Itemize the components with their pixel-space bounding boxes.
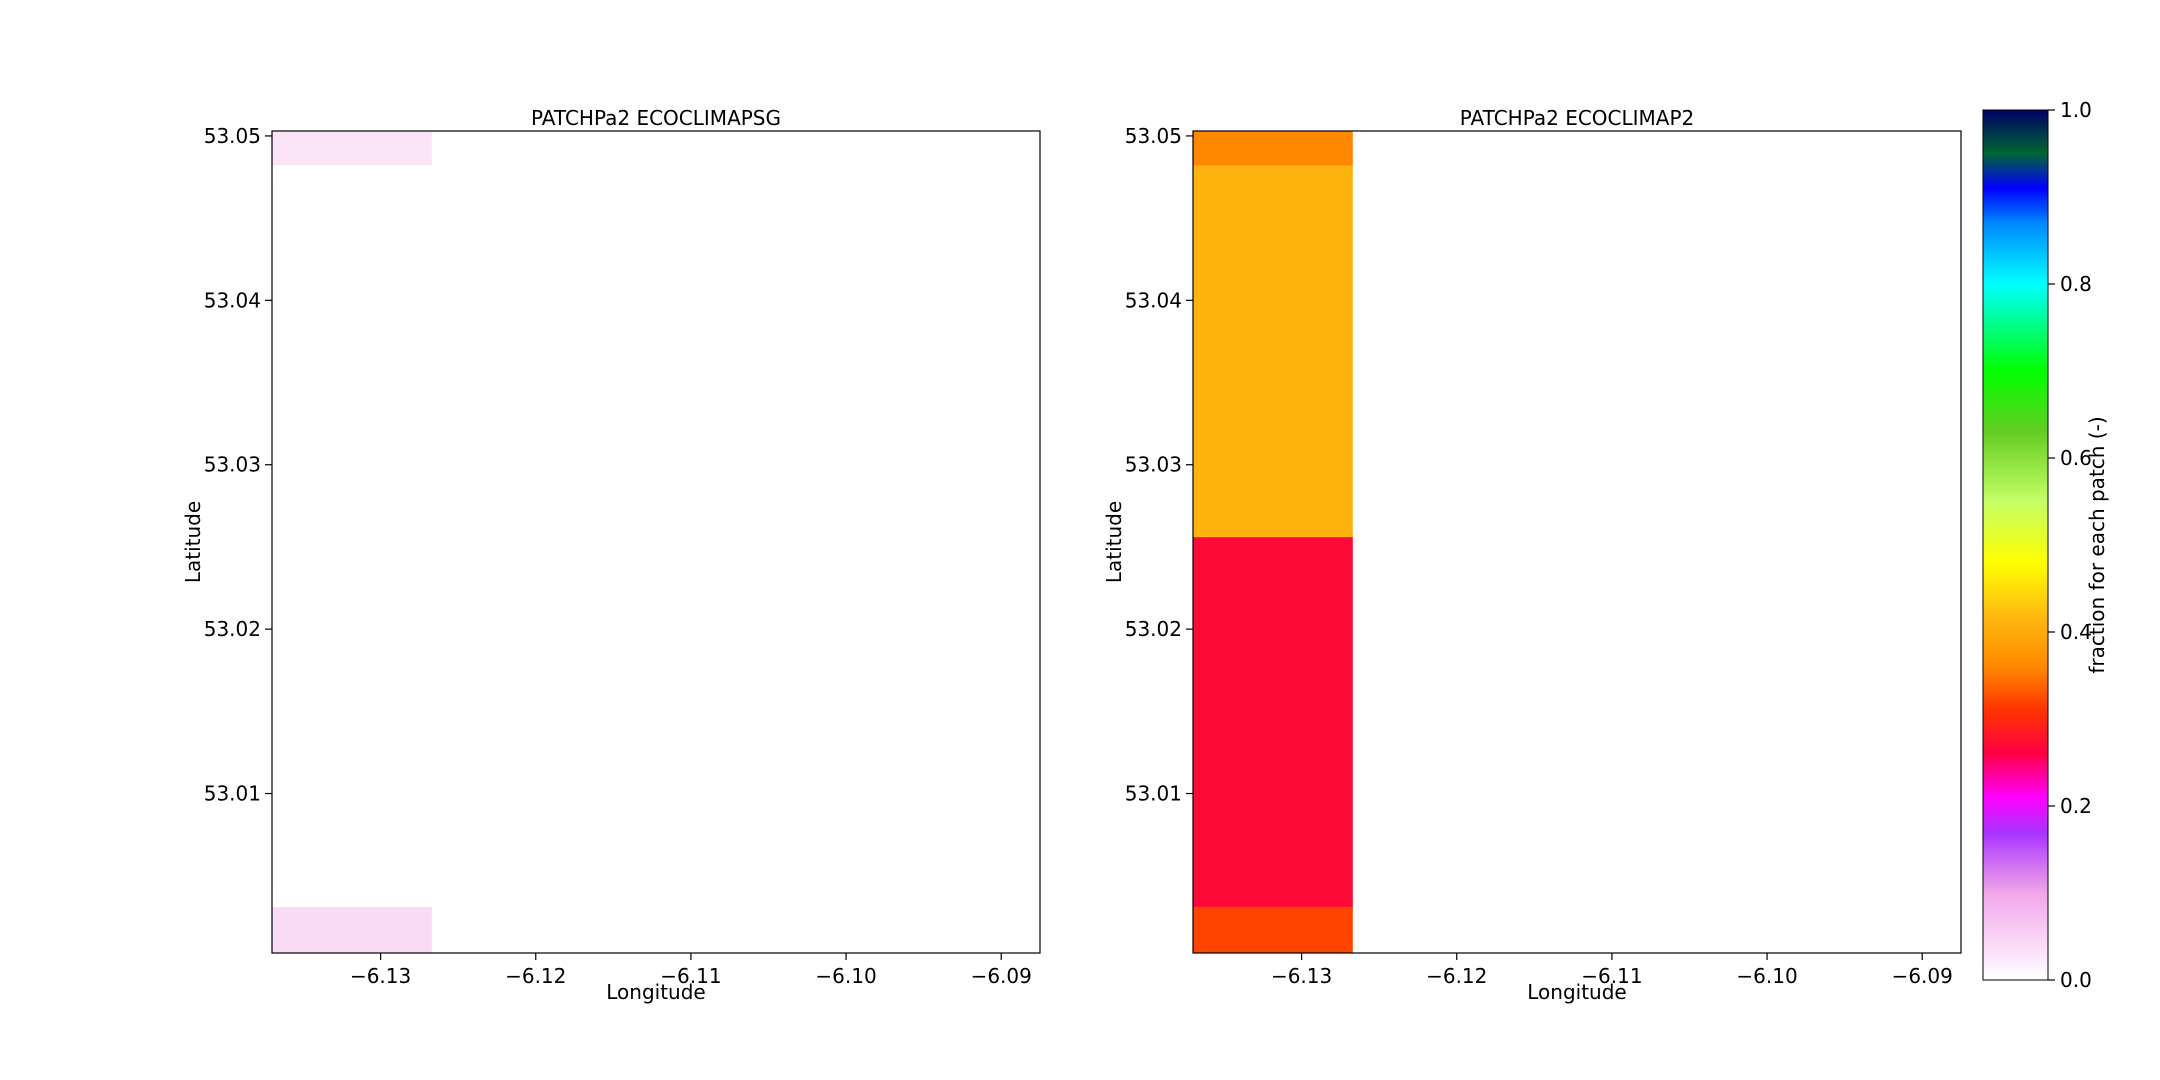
y-tick-label: 53.04 — [204, 288, 261, 312]
chart-title: PATCHPa2 ECOCLIMAPSG — [531, 106, 781, 130]
x-tick-label: −6.10 — [1736, 964, 1797, 988]
y-tick-label: 53.04 — [1125, 288, 1182, 312]
colorbar-tick-label: 1.0 — [2060, 98, 2092, 122]
colorbar-tick-label: 0.6 — [2060, 446, 2092, 470]
x-tick-label: −6.09 — [971, 964, 1032, 988]
grid-cell — [1193, 165, 1353, 538]
y-axis-label: Latitude — [1102, 501, 1126, 583]
x-tick-label: −6.11 — [1581, 964, 1642, 988]
colorbar-gradient — [1983, 110, 2048, 980]
plot-frame — [271, 130, 1041, 954]
colorbar-frame — [1982, 109, 2049, 981]
x-axis-label: Longitude — [1527, 980, 1626, 1004]
x-tick-label: −6.12 — [505, 964, 566, 988]
y-tick-label: 53.02 — [1125, 617, 1182, 641]
plot-frame — [1192, 130, 1962, 954]
y-tick-label: 53.01 — [1125, 782, 1182, 806]
map-panel-2: PATCHPa2 ECOCLIMAP2 −6.13 −6.12 −6.11 −6.10 −… — [1102, 106, 1962, 1004]
map-panel-1: PATCHPa2 ECOCLIMAPSG −6.13 −6.12 −6.11 −6.10… — [181, 106, 1041, 1004]
x-axis-label: Longitude — [606, 980, 705, 1004]
y-axis-label: Latitude — [181, 501, 205, 583]
grid-cell — [272, 906, 432, 953]
colorbar-tick-label: 0.2 — [2060, 794, 2092, 818]
colorbar-label: fraction for each patch (-) — [2085, 416, 2109, 673]
y-tick-label: 53.05 — [1125, 124, 1182, 148]
y-tick-label: 53.01 — [204, 782, 261, 806]
grid-cell — [272, 131, 432, 166]
x-tick-label: −6.09 — [1892, 964, 1953, 988]
y-tick-label: 53.03 — [204, 453, 261, 477]
colorbar: 0.0 0.2 0.4 0.6 0.8 1.0 fraction for each patc… — [1982, 98, 2109, 992]
y-tick-label: 53.05 — [204, 124, 261, 148]
colorbar-tick-label: 0.4 — [2060, 620, 2092, 644]
x-tick-label: −6.11 — [660, 964, 721, 988]
y-tick-label: 53.02 — [204, 617, 261, 641]
colorbar-tick-label: 0.8 — [2060, 272, 2092, 296]
x-tick-label: −6.12 — [1426, 964, 1487, 988]
chart-title: PATCHPa2 ECOCLIMAP2 — [1460, 106, 1695, 130]
x-tick-label: −6.13 — [1271, 964, 1332, 988]
x-tick-label: −6.13 — [350, 964, 411, 988]
colorbar-tick-label: 0.0 — [2060, 968, 2092, 992]
grid-cell — [1193, 906, 1353, 953]
x-tick-label: −6.10 — [815, 964, 876, 988]
y-tick-label: 53.03 — [1125, 453, 1182, 477]
grid-cell — [1193, 537, 1353, 907]
grid-cell — [1193, 131, 1353, 166]
